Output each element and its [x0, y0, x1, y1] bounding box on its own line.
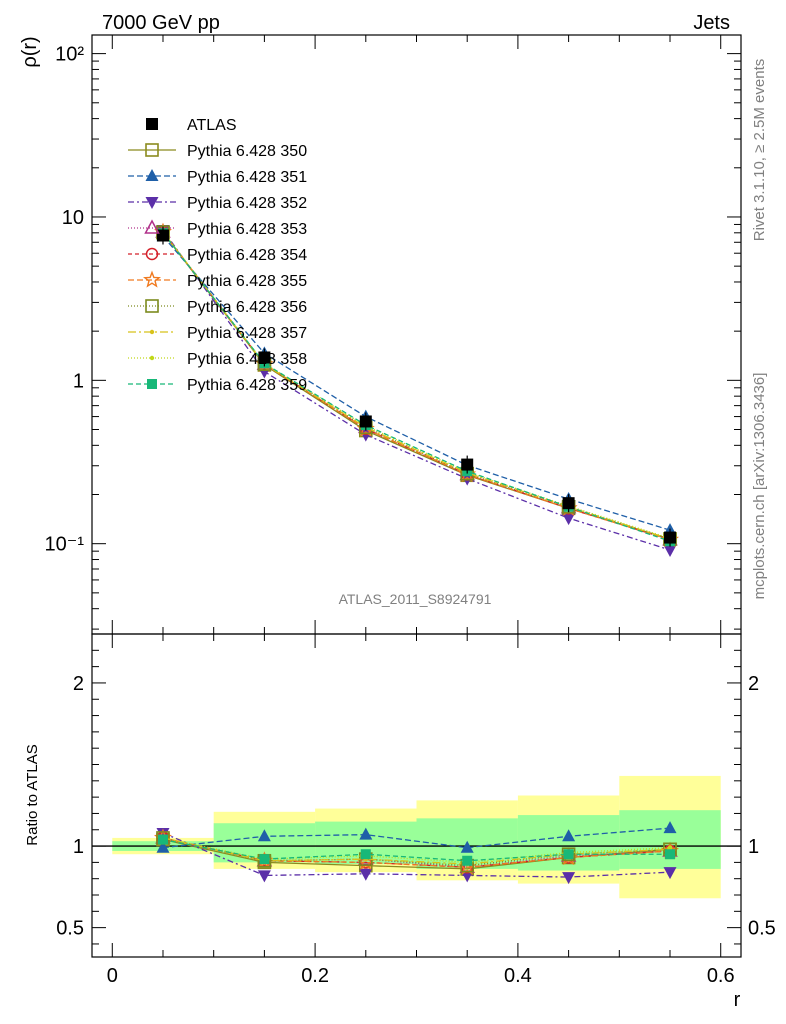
y-tick-label-main: 1 — [73, 370, 84, 392]
analysis-watermark: ATLAS_2011_S8924791 — [339, 591, 492, 607]
band-green-5 — [619, 810, 721, 869]
ratio-axis-label: Ratio to ATLAS — [24, 744, 41, 845]
series-layer — [153, 222, 680, 885]
legend-marker-3 — [145, 197, 159, 209]
legend-label-7: Pythia 6.428 356 — [187, 299, 307, 316]
legend-label-1: Pythia 6.428 350 — [187, 143, 307, 160]
legend-label-10: Pythia 6.428 359 — [187, 377, 307, 394]
atlas-point-5 — [664, 531, 677, 544]
legend-label-3: Pythia 6.428 352 — [187, 195, 307, 212]
x-axis-label: r — [734, 989, 741, 1011]
series-line-ratio-9 — [162, 838, 671, 862]
legend-marker-9 — [149, 355, 155, 361]
atlas-point-2 — [359, 415, 372, 428]
legend-label-5: Pythia 6.428 354 — [187, 247, 307, 264]
series-line-ratio-3 — [162, 837, 671, 868]
legend-marker-6 — [143, 270, 161, 288]
series-point-main-2-5 — [663, 544, 677, 557]
series-point-ratio-9-0 — [157, 834, 168, 845]
series-line-ratio-7 — [162, 837, 671, 865]
x-tick-label: 0 — [107, 965, 118, 987]
legend-marker-5 — [145, 247, 159, 261]
series-point-ratio-2-4 — [562, 872, 576, 885]
x-tick-label: 0.2 — [301, 965, 329, 987]
series-point-ratio-2-5 — [663, 867, 677, 880]
series-point-ratio-1-3 — [460, 840, 474, 853]
x-tick-label: 0.4 — [504, 965, 532, 987]
legend-label-2: Pythia 6.428 351 — [187, 169, 307, 186]
legend-marker-0 — [146, 118, 158, 130]
legend-label-6: Pythia 6.428 355 — [187, 273, 307, 290]
legend-label-9: Pythia 6.428 358 — [187, 351, 307, 368]
atlas-point-1 — [258, 351, 271, 364]
series-point-ratio-1-1 — [257, 829, 271, 842]
series-point-ratio-9-5 — [665, 849, 676, 860]
legend-marker-7 — [145, 299, 159, 313]
header-right: Jets — [693, 12, 730, 34]
legend-marker-4 — [144, 219, 160, 234]
y-tick-label-main: 10 — [62, 207, 84, 229]
series-line-main-2 — [162, 229, 671, 551]
band-green-4 — [517, 815, 620, 871]
series-point-ratio-1-2 — [359, 827, 373, 840]
y-tick-label-main: 10⁻¹ — [45, 534, 85, 556]
legend-label-0: ATLAS — [187, 117, 237, 134]
mcplots-label: mcplots.cern.ch [arXiv:1306.3436] — [751, 373, 768, 600]
series-point-ratio-2-1 — [257, 870, 271, 883]
y-tick-label-main: 10² — [55, 44, 84, 66]
legend-marker-1 — [145, 143, 159, 157]
series-line-ratio-1 — [162, 827, 671, 849]
series-point-ratio-2-0 — [156, 828, 170, 841]
atlas-point-0 — [156, 229, 169, 242]
legend: ATLAS Pythia 6.428 350 Pythia 6.428 351 Pyt… — [128, 117, 307, 394]
legend-marker-2 — [145, 169, 159, 181]
series-line-main-7 — [162, 231, 671, 540]
legend-marker-10 — [147, 379, 157, 389]
series-line-ratio-8 — [162, 837, 671, 864]
y-axis-label: ρ(r) — [19, 36, 41, 67]
header-left: 7000 GeV pp — [102, 12, 220, 34]
series-point-ratio-9-4 — [563, 849, 574, 860]
legend-label-8: Pythia 6.428 357 — [187, 325, 307, 342]
series-point-ratio-2-3 — [460, 870, 474, 883]
y-tick-label-ratio: 2 — [73, 673, 84, 695]
y-tick-label-ratio-right: 2 — [748, 673, 759, 695]
y-tick-label-ratio: 1 — [73, 836, 84, 858]
series-line-main-1 — [162, 235, 671, 531]
x-tick-label: 0.6 — [707, 965, 735, 987]
series-point-ratio-9-3 — [462, 855, 473, 866]
legend-label-4: Pythia 6.428 353 — [187, 221, 307, 238]
atlas-point-3 — [461, 458, 474, 471]
uncertainty-bands — [92, 775, 741, 899]
series-point-ratio-1-4 — [562, 829, 576, 842]
atlas-point-4 — [562, 497, 575, 510]
series-line-ratio-2 — [162, 832, 671, 878]
rivet-version-label: Rivet 3.1.10, ≥ 2.5M events — [751, 59, 768, 242]
series-point-ratio-1-5 — [663, 821, 677, 834]
series-point-ratio-9-1 — [259, 854, 270, 865]
y-tick-label-ratio: 0.5 — [56, 918, 84, 940]
series-line-main-9 — [162, 232, 671, 542]
series-point-ratio-9-2 — [360, 849, 371, 860]
axes: 0 0.2 0.4 0.6 10⁻¹ 1 10 10² 0.5 0.5 1 1 2 2 — [45, 34, 776, 987]
series-point-ratio-8-5 — [667, 845, 673, 850]
series-point-ratio-2-2 — [359, 868, 373, 881]
legend-marker-8 — [149, 329, 155, 335]
y-tick-label-ratio-right: 0.5 — [748, 918, 776, 940]
series-point-main-2-4 — [562, 513, 576, 526]
y-tick-label-ratio-right: 1 — [748, 836, 759, 858]
series-point-ratio-1-0 — [156, 840, 170, 853]
